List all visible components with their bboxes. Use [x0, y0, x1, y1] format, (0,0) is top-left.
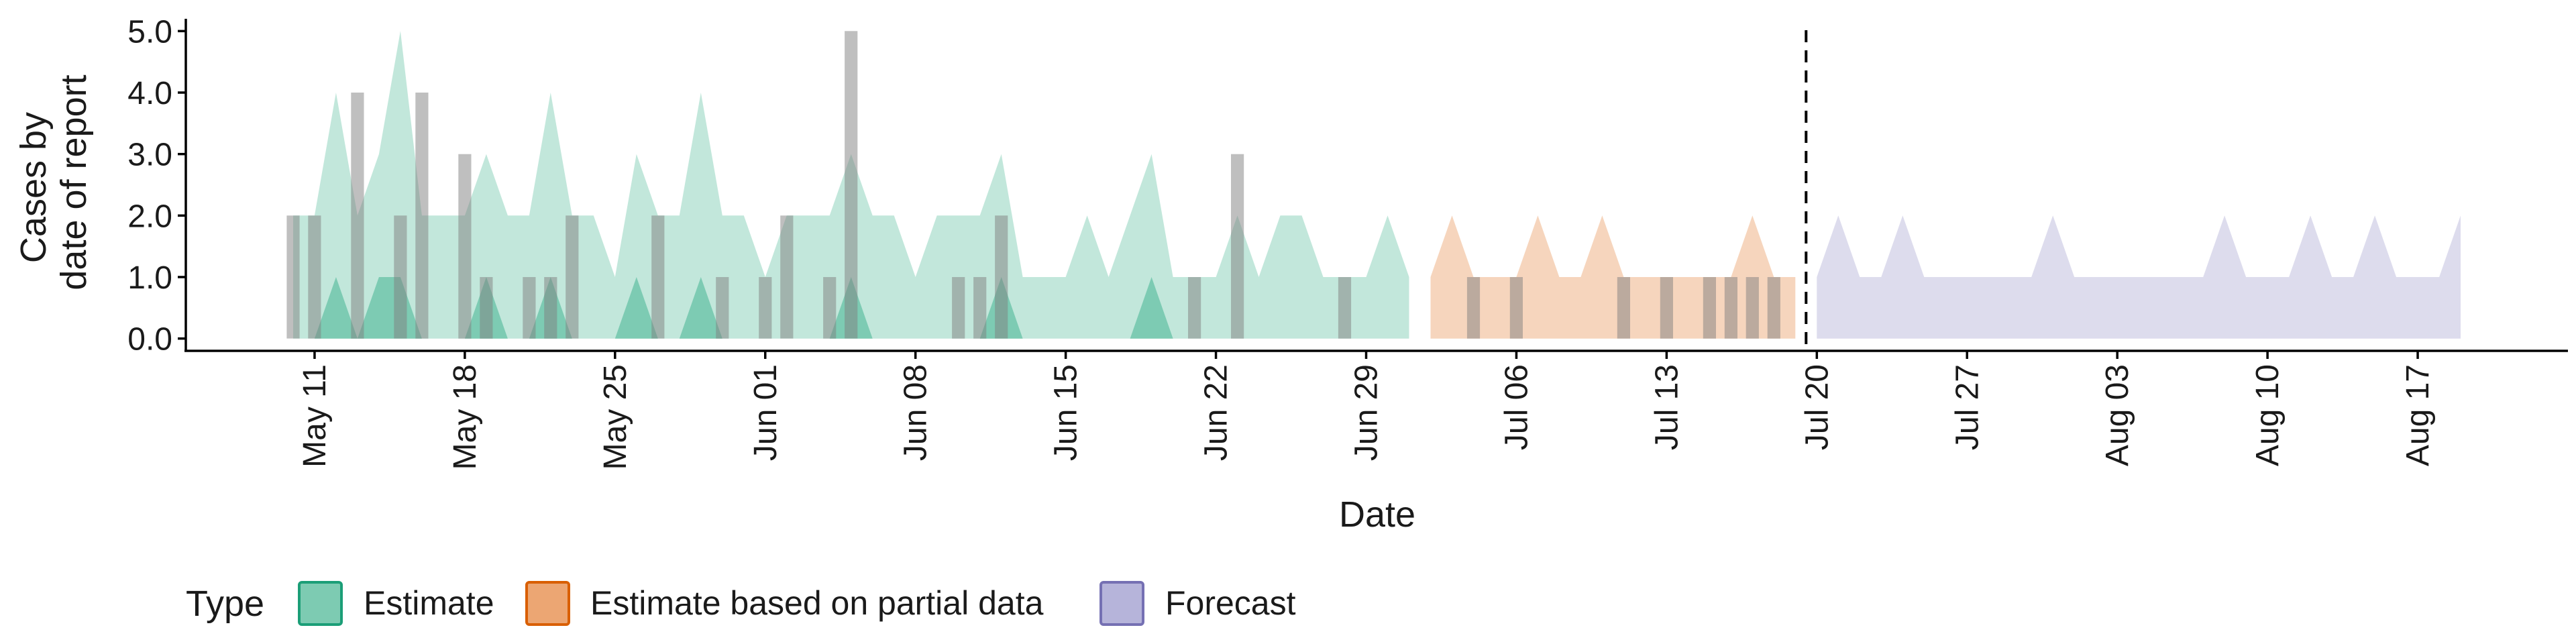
case-bar: [1617, 277, 1630, 339]
case-bar: [1509, 277, 1523, 339]
x-tick-label: May 25: [598, 364, 633, 470]
case-bar: [973, 277, 987, 339]
case-bar: [1703, 277, 1716, 339]
x-tick-label: Jun 29: [1349, 364, 1385, 461]
case-bar: [523, 277, 536, 339]
y-tick-label: 3.0: [127, 138, 172, 173]
legend-label-estimate: Estimate: [364, 584, 494, 622]
case-bar: [480, 277, 493, 339]
case-bar: [1466, 277, 1481, 339]
case-bar: [1231, 154, 1244, 339]
case-bar: [415, 93, 429, 339]
y-tick-label: 0.0: [127, 322, 172, 358]
y-tick-label: 2.0: [127, 199, 172, 234]
case-bar: [651, 215, 665, 339]
case-bar: [566, 215, 579, 339]
case-bar: [845, 31, 858, 339]
case-bar: [394, 215, 407, 339]
case-bar: [716, 277, 729, 339]
case-bar: [823, 277, 837, 339]
x-tick-label: Aug 10: [2250, 364, 2286, 466]
y-tick-label: 4.0: [127, 76, 172, 111]
band-outer-forecast: [1817, 215, 2461, 339]
legend-key-forecast: [1099, 581, 1144, 626]
legend: Type Estimate Estimate based on partial …: [186, 581, 1296, 626]
x-tick-label: Aug 03: [2100, 364, 2135, 466]
legend-label-partial: Estimate based on partial data: [590, 584, 1044, 622]
x-axis-ticks: May 11 May 18 May 25 Jun 01 Jun 08 Jun 15 Jun …: [297, 351, 2436, 470]
x-tick-label: Jun 08: [898, 364, 934, 461]
observed-case-bars: [286, 31, 1780, 339]
case-bar: [544, 277, 557, 339]
x-tick-label: Jun 15: [1049, 364, 1084, 461]
case-bar: [308, 215, 321, 339]
case-bar: [995, 215, 1008, 339]
y-tick-label: 1.0: [127, 260, 172, 296]
legend-label-forecast: Forecast: [1165, 584, 1296, 622]
case-bar: [952, 277, 965, 339]
case-bar: [1746, 277, 1759, 339]
case-bar: [286, 215, 300, 339]
x-tick-label: Aug 17: [2400, 364, 2436, 466]
x-tick-label: Jul 06: [1499, 364, 1534, 450]
y-tick-label: 5.0: [127, 14, 172, 50]
legend-title: Type: [186, 584, 264, 624]
x-tick-label: Jul 13: [1649, 364, 1684, 450]
x-tick-label: Jun 01: [748, 364, 784, 461]
legend-key-estimate: [298, 581, 343, 626]
y-axis-title-line-2: date of report: [54, 74, 94, 290]
case-bar: [1660, 277, 1673, 339]
case-bar: [1188, 277, 1201, 339]
case-bar: [1338, 277, 1352, 339]
legend-key-partial: [525, 581, 570, 626]
x-tick-label: Jul 27: [1949, 364, 1985, 450]
x-tick-label: May 11: [297, 364, 333, 468]
x-tick-label: Jun 22: [1199, 364, 1234, 461]
case-bar: [1724, 277, 1737, 339]
y-axis-title-line-1: Cases by: [13, 112, 54, 263]
case-bar: [351, 93, 364, 339]
x-tick-label: Jul 20: [1799, 364, 1835, 450]
case-bar: [780, 215, 794, 339]
y-axis-ticks: 0.0 1.0 2.0 3.0 4.0 5.0: [127, 14, 186, 358]
x-tick-label: May 18: [447, 364, 483, 470]
case-bar: [1767, 277, 1780, 339]
x-axis-title: Date: [1339, 494, 1415, 535]
case-bar: [759, 277, 772, 339]
case-bar: [458, 154, 472, 339]
y-axis-title: Cases by date of report: [13, 74, 94, 290]
